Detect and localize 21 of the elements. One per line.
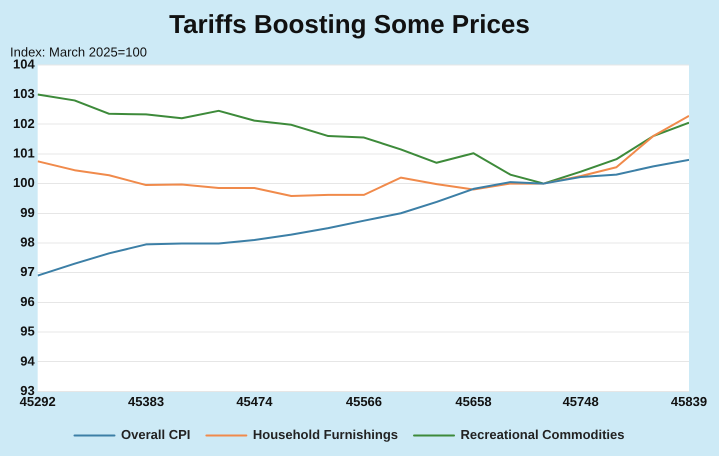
y-tick-label: 93 — [20, 382, 35, 398]
legend-label: Overall CPI — [120, 427, 190, 442]
x-tick-label: 45474 — [236, 394, 274, 409]
x-tick-label: 45566 — [346, 394, 382, 409]
y-tick-label: 102 — [12, 116, 35, 131]
x-tick-label: 45839 — [670, 394, 708, 409]
chart-title: Tariffs Boosting Some Prices — [169, 8, 530, 39]
y-tick-label: 99 — [20, 204, 35, 220]
y-tick-label: 97 — [20, 264, 35, 280]
y-tick-label: 94 — [20, 353, 36, 368]
x-tick-label: 45383 — [128, 394, 164, 409]
y-tick-label: 95 — [20, 324, 35, 339]
legend-label: Recreational Commodities — [460, 427, 625, 442]
y-tick-label: 101 — [12, 145, 35, 160]
x-tick-label: 45658 — [455, 394, 492, 409]
y-tick-label: 100 — [12, 175, 35, 190]
x-tick-label: 45748 — [562, 394, 599, 409]
legend-label: Household Furnishings — [252, 427, 398, 442]
y-tick-label: 98 — [20, 234, 35, 250]
y-tick-label: 96 — [20, 294, 35, 309]
y-tick-label: 103 — [12, 86, 35, 102]
